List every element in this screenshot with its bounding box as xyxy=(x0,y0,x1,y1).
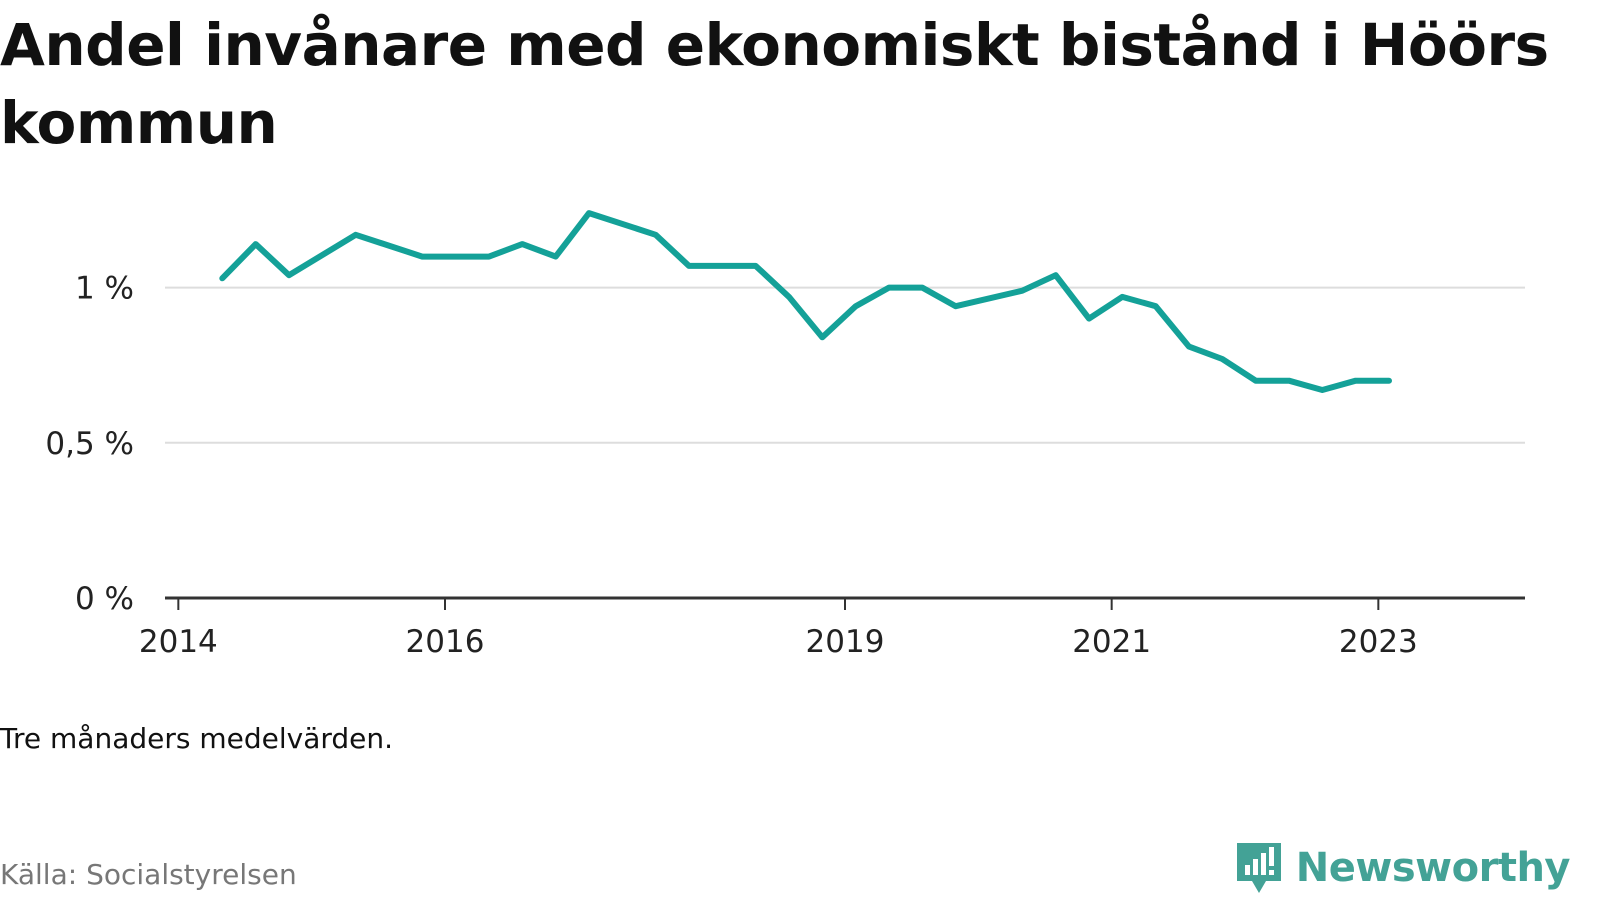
data-point xyxy=(1019,288,1025,294)
data-point xyxy=(1319,387,1325,393)
gridlines xyxy=(165,286,1525,600)
data-point xyxy=(1119,294,1125,300)
newsworthy-logo-icon xyxy=(1236,843,1281,893)
chart-note: Tre månaders medelvärden. xyxy=(0,722,394,755)
x-tick-label: 2016 xyxy=(406,624,485,660)
source-credit: Källa: Socialstyrelsen xyxy=(0,858,297,891)
y-axis-ticks: 0 % 0,5 % 1 % xyxy=(45,271,134,617)
data-point xyxy=(286,272,292,278)
data-point xyxy=(1219,356,1225,362)
x-tick-label: 2021 xyxy=(1072,624,1151,660)
chart-title: Andel invånare med ekonomiskt bistånd i … xyxy=(0,11,1549,157)
data-point xyxy=(486,254,492,260)
x-tick-label: 2014 xyxy=(139,624,218,660)
data-point xyxy=(419,254,425,260)
data-point xyxy=(786,294,792,300)
series-layer xyxy=(219,210,1392,393)
x-tick-label: 2023 xyxy=(1339,624,1418,660)
data-point xyxy=(253,241,259,247)
data-point xyxy=(1253,378,1259,384)
x-tick-label: 2019 xyxy=(806,624,885,660)
data-point xyxy=(586,210,592,216)
data-point xyxy=(753,263,759,269)
brand-logo[interactable]: Newsworthy xyxy=(1234,838,1571,898)
data-point xyxy=(219,275,225,281)
data-point xyxy=(853,303,859,309)
data-point xyxy=(553,254,559,260)
data-point xyxy=(653,232,659,238)
line-chart: 0 % 0,5 % 1 % 2014 2016 2019 2021 2023 xyxy=(45,210,1525,660)
series-line xyxy=(219,210,1392,393)
y-tick-label: 0 % xyxy=(75,581,134,617)
data-point xyxy=(953,303,959,309)
data-point xyxy=(1286,378,1292,384)
data-point xyxy=(353,232,359,238)
data-point xyxy=(886,285,892,291)
data-point xyxy=(1386,378,1392,384)
x-axis-ticks: 2014 2016 2019 2021 2023 xyxy=(139,598,1418,660)
data-point xyxy=(1186,344,1192,350)
y-tick-label: 1 % xyxy=(75,271,134,307)
data-point xyxy=(1353,378,1359,384)
data-point xyxy=(519,241,525,247)
brand-name: Newsworthy xyxy=(1295,845,1571,891)
data-point xyxy=(1086,316,1092,322)
data-point xyxy=(1153,303,1159,309)
data-point xyxy=(819,334,825,340)
data-point xyxy=(1053,272,1059,278)
y-tick-label: 0,5 % xyxy=(45,426,134,462)
data-point xyxy=(919,285,925,291)
data-point xyxy=(686,263,692,269)
